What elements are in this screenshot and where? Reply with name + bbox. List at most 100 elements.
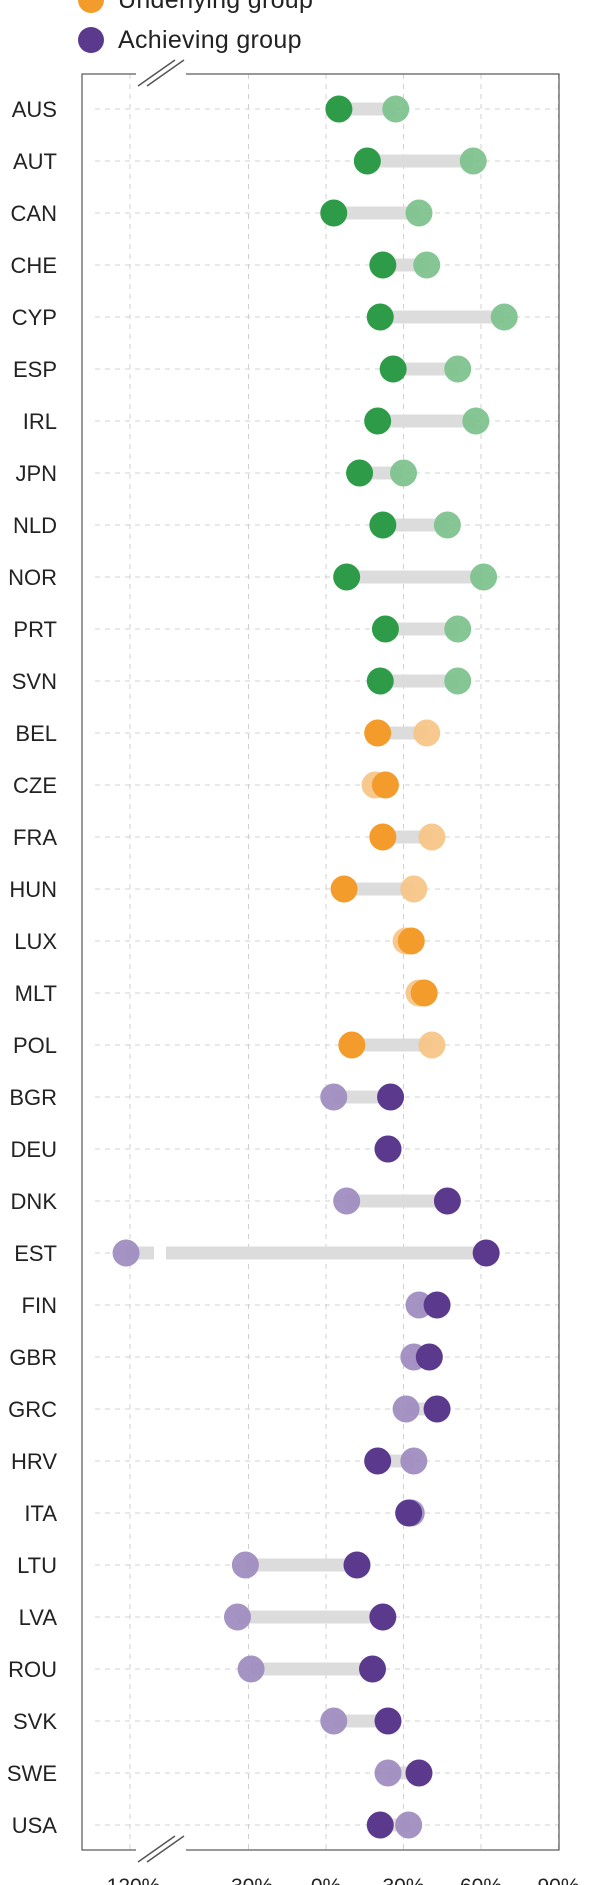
- dot-dark-EST: [472, 1239, 500, 1267]
- dot-dark-CYP: [366, 303, 394, 331]
- dot-dark-NOR: [333, 563, 361, 591]
- country-label-FIN: FIN: [22, 1293, 57, 1318]
- dot-light-GRC: [392, 1395, 420, 1423]
- dot-light-JPN: [390, 459, 417, 487]
- dot-dark-IRL: [364, 407, 392, 435]
- dot-dark-HUN: [330, 875, 358, 903]
- country-label-MLT: MLT: [15, 981, 57, 1006]
- dot-light-POL: [418, 1031, 446, 1059]
- dot-dark-ITA: [395, 1499, 423, 1527]
- x-tick-label-2: 0%: [311, 1875, 341, 1885]
- country-label-IRL: IRL: [23, 409, 57, 434]
- dot-dark-GBR: [415, 1343, 443, 1371]
- country-label-NOR: NOR: [8, 565, 57, 590]
- country-label-NLD: NLD: [13, 513, 57, 538]
- dot-dark-SVK: [374, 1707, 402, 1735]
- dot-light-SVN: [444, 667, 472, 695]
- dot-light-DNK: [333, 1187, 361, 1215]
- dot-dark-USA: [366, 1811, 394, 1839]
- x-tick-label-1: -30%: [224, 1875, 273, 1885]
- country-label-POL: POL: [13, 1033, 57, 1058]
- country-label-GRC: GRC: [8, 1397, 57, 1422]
- dot-light-USA: [395, 1811, 423, 1839]
- legend-label-achieving: Achieving group: [118, 25, 302, 54]
- axis-break-mark-b-1: [146, 1835, 185, 1863]
- dot-dark-FIN: [423, 1291, 451, 1319]
- dot-light-HUN: [400, 875, 428, 903]
- dot-light-CYP: [490, 303, 518, 331]
- country-label-SWE: SWE: [7, 1761, 57, 1786]
- dot-light-NLD: [433, 511, 461, 539]
- legend-item-achieving: Achieving group: [78, 20, 313, 60]
- dot-dark-BEL: [364, 719, 392, 747]
- dot-dark-DNK: [433, 1187, 461, 1215]
- dot-light-ROU: [237, 1655, 265, 1683]
- dot-dark-MLT: [410, 979, 438, 1007]
- dot-light-HRV: [400, 1447, 428, 1475]
- dot-dark-DEU: [374, 1135, 402, 1163]
- dot-dark-AUT: [353, 147, 381, 175]
- country-label-JPN: JPN: [15, 461, 57, 486]
- axis-break-mark-b-0: [146, 59, 185, 87]
- dot-light-ESP: [444, 355, 472, 383]
- dot-dark-GRC: [423, 1395, 451, 1423]
- dot-light-NOR: [470, 563, 498, 591]
- dot-dark-ESP: [379, 355, 407, 383]
- dot-dark-JPN: [346, 459, 374, 487]
- country-label-FRA: FRA: [13, 825, 57, 850]
- country-label-LVA: LVA: [19, 1605, 58, 1630]
- country-label-DEU: DEU: [11, 1137, 57, 1162]
- dot-dark-LUX: [397, 927, 425, 955]
- axis-break-mark-a-0: [137, 59, 176, 87]
- country-label-LTU: LTU: [17, 1553, 57, 1578]
- legend-swatch-achieving: [78, 27, 104, 53]
- dot-dark-POL: [338, 1031, 366, 1059]
- country-label-AUS: AUS: [12, 97, 57, 122]
- dot-dark-CAN: [320, 199, 348, 227]
- country-label-AUT: AUT: [13, 149, 57, 174]
- dot-dark-LTU: [343, 1551, 371, 1579]
- country-label-SVK: SVK: [13, 1709, 57, 1734]
- country-label-CAN: CAN: [11, 201, 57, 226]
- dot-light-CHE: [413, 251, 441, 279]
- legend-item-underlying: Underlying group: [78, 0, 313, 20]
- connector-break-EST: [154, 1244, 166, 1262]
- country-label-CHE: CHE: [11, 253, 57, 278]
- country-label-USA: USA: [12, 1813, 58, 1838]
- dot-light-SWE: [374, 1759, 402, 1787]
- dot-light-EST: [112, 1239, 140, 1267]
- country-label-CYP: CYP: [12, 305, 57, 330]
- legend-swatch-underlying: [78, 0, 104, 13]
- dot-dark-CZE: [371, 771, 399, 799]
- country-label-CZE: CZE: [13, 773, 57, 798]
- dot-light-AUS: [382, 95, 410, 123]
- country-label-ITA: ITA: [24, 1501, 57, 1526]
- dot-light-PRT: [444, 615, 472, 643]
- plot-frame: [81, 73, 560, 1851]
- x-tick-label-5: 90%: [537, 1875, 579, 1885]
- dot-dark-ROU: [359, 1655, 386, 1683]
- country-label-HRV: HRV: [11, 1449, 57, 1474]
- country-label-SVN: SVN: [12, 669, 57, 694]
- dot-dark-SVN: [366, 667, 394, 695]
- country-label-EST: EST: [14, 1241, 57, 1266]
- country-label-BGR: BGR: [9, 1085, 57, 1110]
- dot-light-IRL: [462, 407, 490, 435]
- legend-label-underlying: Underlying group: [118, 0, 313, 15]
- country-label-BEL: BEL: [15, 721, 57, 746]
- dot-dark-NLD: [369, 511, 397, 539]
- dot-light-LTU: [231, 1551, 259, 1579]
- dot-dark-FRA: [369, 823, 397, 851]
- legend: Underlying group Achieving group: [78, 0, 313, 60]
- country-label-ESP: ESP: [13, 357, 57, 382]
- dot-light-BEL: [413, 719, 441, 747]
- dot-light-LVA: [224, 1603, 252, 1631]
- dot-dark-BGR: [377, 1083, 405, 1111]
- dot-dark-PRT: [371, 615, 399, 643]
- x-tick-label-0: -120%: [100, 1875, 161, 1885]
- dot-dark-LVA: [369, 1603, 397, 1631]
- country-label-DNK: DNK: [11, 1189, 58, 1214]
- country-label-LUX: LUX: [14, 929, 57, 954]
- x-tick-label-4: 60%: [460, 1875, 502, 1885]
